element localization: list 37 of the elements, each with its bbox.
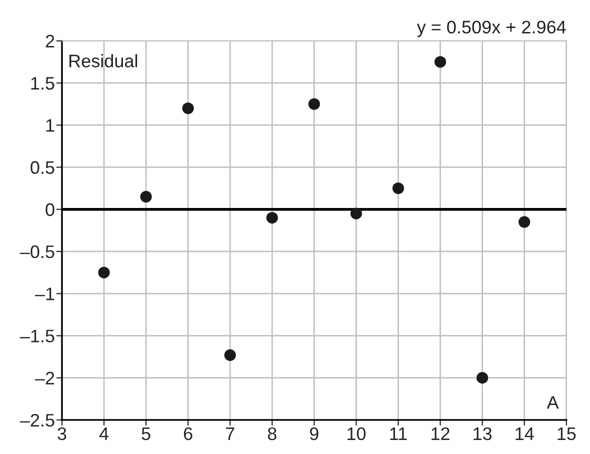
point (224, 349, 236, 361)
x-tick-label: 15 (558, 428, 576, 440)
y-tick-label: –2.5 (20, 414, 54, 427)
point (266, 212, 278, 224)
x-tick-label: 5 (142, 428, 150, 440)
x-tick-label: 8 (268, 427, 276, 440)
x-tick-label: 12 (432, 427, 450, 440)
y-tick-label: 0 (46, 203, 54, 216)
x-tick-label: 11 (390, 428, 407, 440)
x-tick-label: 7 (226, 428, 234, 440)
point (182, 102, 194, 114)
point (350, 208, 362, 220)
annotation: A (546, 396, 559, 409)
y-tick-label: –2 (34, 372, 54, 384)
x-tick-label: 10 (348, 427, 366, 440)
y-tick-label: 1.5 (31, 77, 54, 90)
x-tick-label: 6 (184, 427, 192, 440)
point (98, 266, 110, 278)
y-tick-label: 1 (46, 119, 54, 132)
point (518, 216, 530, 228)
x-tick-label: 4 (99, 428, 108, 440)
y-tick-label: 0.5 (30, 161, 54, 174)
x-tick-label: 3 (58, 427, 66, 440)
y-tick-label: –1.5 (20, 330, 54, 342)
annotation: Residual (69, 54, 138, 68)
point (308, 98, 320, 110)
x-tick-label: 14 (516, 428, 534, 440)
x-tick-label: 9 (310, 427, 318, 440)
y-tick-label: –0.5 (20, 245, 54, 258)
point (476, 372, 488, 384)
y-tick-label: –1 (34, 288, 54, 300)
y-tick-label: 2 (46, 34, 54, 48)
point (392, 182, 404, 194)
x-tick-label: 13 (474, 427, 492, 440)
point (140, 190, 152, 203)
text: y = 0.509x + 2.964 (416, 20, 566, 38)
point (434, 56, 446, 68)
